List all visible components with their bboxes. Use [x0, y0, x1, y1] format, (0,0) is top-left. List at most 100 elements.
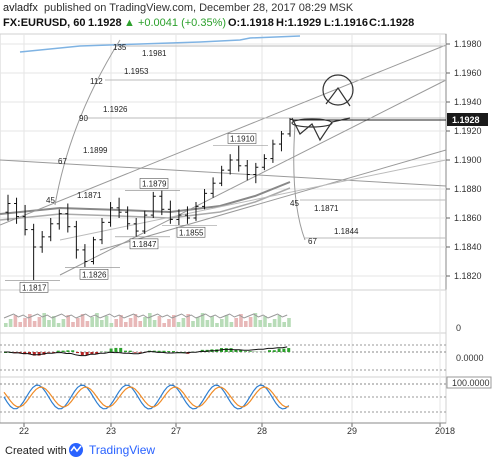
volume-bar: [263, 316, 267, 327]
volume-bar: [8, 319, 13, 327]
histogram-bar: [56, 350, 60, 352]
histogram-bar: [167, 351, 171, 352]
fib-count-90: 90: [79, 114, 88, 123]
price-labels: 1.1817 1.1826 1.1847 1.1855 1.1879 1.1910: [5, 133, 268, 293]
time-axis[interactable]: 22 23 27 28 29 2018: [0, 422, 455, 436]
author-name[interactable]: avladfx: [3, 2, 38, 14]
volume-bar: [258, 320, 262, 327]
upper-band-line: [19, 35, 301, 53]
volume-bar: [244, 321, 248, 327]
change-text: ▲ +0.0041 (+0.35%): [124, 17, 226, 29]
fib-count-112: 112: [90, 77, 103, 86]
fib-labels-left: 135 1.1981 112 1.1953 90 1.1926 67 1.189…: [46, 43, 167, 205]
volume-bar: [32, 321, 37, 327]
volume-bar: [56, 323, 61, 327]
fib-value-90: 1.1926: [103, 105, 128, 114]
volume-bar: [277, 315, 282, 327]
volume-bar: [200, 313, 205, 327]
volume-bar: [148, 313, 152, 327]
osc2-level-badge: [446, 376, 492, 389]
histogram-bar: [229, 348, 233, 352]
price-tick-label: 1.1820: [454, 271, 482, 281]
fib-value-45-right: 1.1871: [314, 204, 339, 213]
histogram-bar: [66, 350, 70, 352]
channel-line-upper: [0, 44, 447, 226]
histogram-bar: [114, 347, 118, 352]
last-price-badge: 1.1928: [447, 113, 488, 126]
volume-bar: [248, 317, 253, 327]
tradingview-brand[interactable]: TradingView: [89, 443, 155, 457]
symbol-header: FX:EURUSD, 60 1.1928 ▲ +0.0041 (+0.35%) …: [3, 17, 414, 29]
fib-count-45-right: 45: [290, 199, 299, 208]
price-label-box: [176, 226, 206, 238]
price-axis[interactable]: [446, 34, 500, 436]
time-tick-label: 2018: [435, 426, 455, 436]
target-ellipse: [291, 118, 333, 128]
histogram-bar: [124, 350, 127, 352]
volume-bar: [191, 321, 195, 327]
histogram-bar: [109, 348, 113, 352]
volume-bar: [104, 316, 109, 327]
histogram-bar: [277, 348, 281, 352]
time-tick-label: 27: [171, 426, 181, 436]
oscillator-pane-2[interactable]: [0, 376, 447, 424]
volume-bar: [4, 323, 8, 327]
histogram-bar: [162, 350, 166, 352]
price-label-text: 1.1910: [230, 135, 255, 144]
histogram-bar: [80, 352, 84, 356]
chart-area[interactable]: 135 1.1981 112 1.1953 90 1.1926 67 1.189…: [0, 0, 500, 436]
fib-value-45: 1.1871: [77, 191, 102, 200]
price-axis-ticks: 1.1980 1.1960 1.1940 1.1920 1.1900 1.1880 1.18…: [446, 39, 482, 281]
last-price-badge-text: 1.1928: [452, 115, 480, 125]
histogram-bar: [224, 348, 228, 352]
volume-bar: [76, 318, 80, 327]
close-text: C:1.1928: [369, 17, 414, 29]
histogram-bar: [28, 352, 31, 355]
volume-bar: [47, 320, 51, 327]
target-circle: [322, 74, 354, 106]
publish-info: published on TradingView.com, December 2…: [44, 2, 354, 14]
histogram-bar: [157, 350, 161, 352]
histogram-bar: [32, 352, 36, 356]
price-label-text: 1.1847: [132, 240, 157, 249]
low-text: L:1.1916: [324, 17, 368, 29]
price-label-box: [19, 282, 49, 293]
candlesticks: [5, 117, 293, 281]
histogram-bar: [95, 352, 99, 355]
time-tick-label: 23: [106, 426, 116, 436]
price-label-box: [227, 133, 257, 144]
oscillator-pane-1[interactable]: [0, 332, 447, 378]
volume-bar: [80, 314, 85, 327]
macd-line: [4, 346, 288, 357]
volume-bar: [138, 321, 142, 327]
price-tick-label: 1.1980: [454, 39, 482, 49]
volume-bar: [253, 313, 258, 327]
histogram-bar: [61, 350, 65, 352]
volume-bar: [124, 322, 128, 327]
tradingview-logo-icon[interactable]: [69, 443, 83, 457]
volume-bar: [128, 318, 133, 327]
volume-bar: [229, 322, 234, 327]
volume-ma-line: [3, 313, 288, 319]
histogram-bar: [268, 350, 271, 352]
price-tick-label: 1.1960: [454, 68, 482, 78]
histogram-bar: [128, 350, 132, 352]
osc2-axis-tick: 100.0000: [452, 378, 490, 388]
volume-bar: [157, 316, 162, 327]
price-label-text: 1.1855: [179, 228, 204, 237]
fib-count-45: 45: [46, 196, 55, 205]
histogram-bar: [234, 349, 238, 352]
volume-bar: [167, 319, 171, 327]
volume-bar: [18, 322, 22, 327]
fib-value-67-right: 1.1844: [334, 227, 359, 236]
volume-bar: [196, 317, 200, 327]
volume-bar: [152, 320, 157, 327]
stoch-k-line: [3, 384, 290, 410]
price-tick-label: 1.1860: [454, 213, 482, 223]
price-tick-label: 1.1920: [454, 126, 482, 136]
volume-bars: [3, 313, 291, 327]
projection-peak: [325, 86, 351, 107]
volume-bar: [109, 323, 114, 327]
volume-bar: [186, 314, 190, 327]
price-label-text: 1.1817: [22, 283, 47, 292]
